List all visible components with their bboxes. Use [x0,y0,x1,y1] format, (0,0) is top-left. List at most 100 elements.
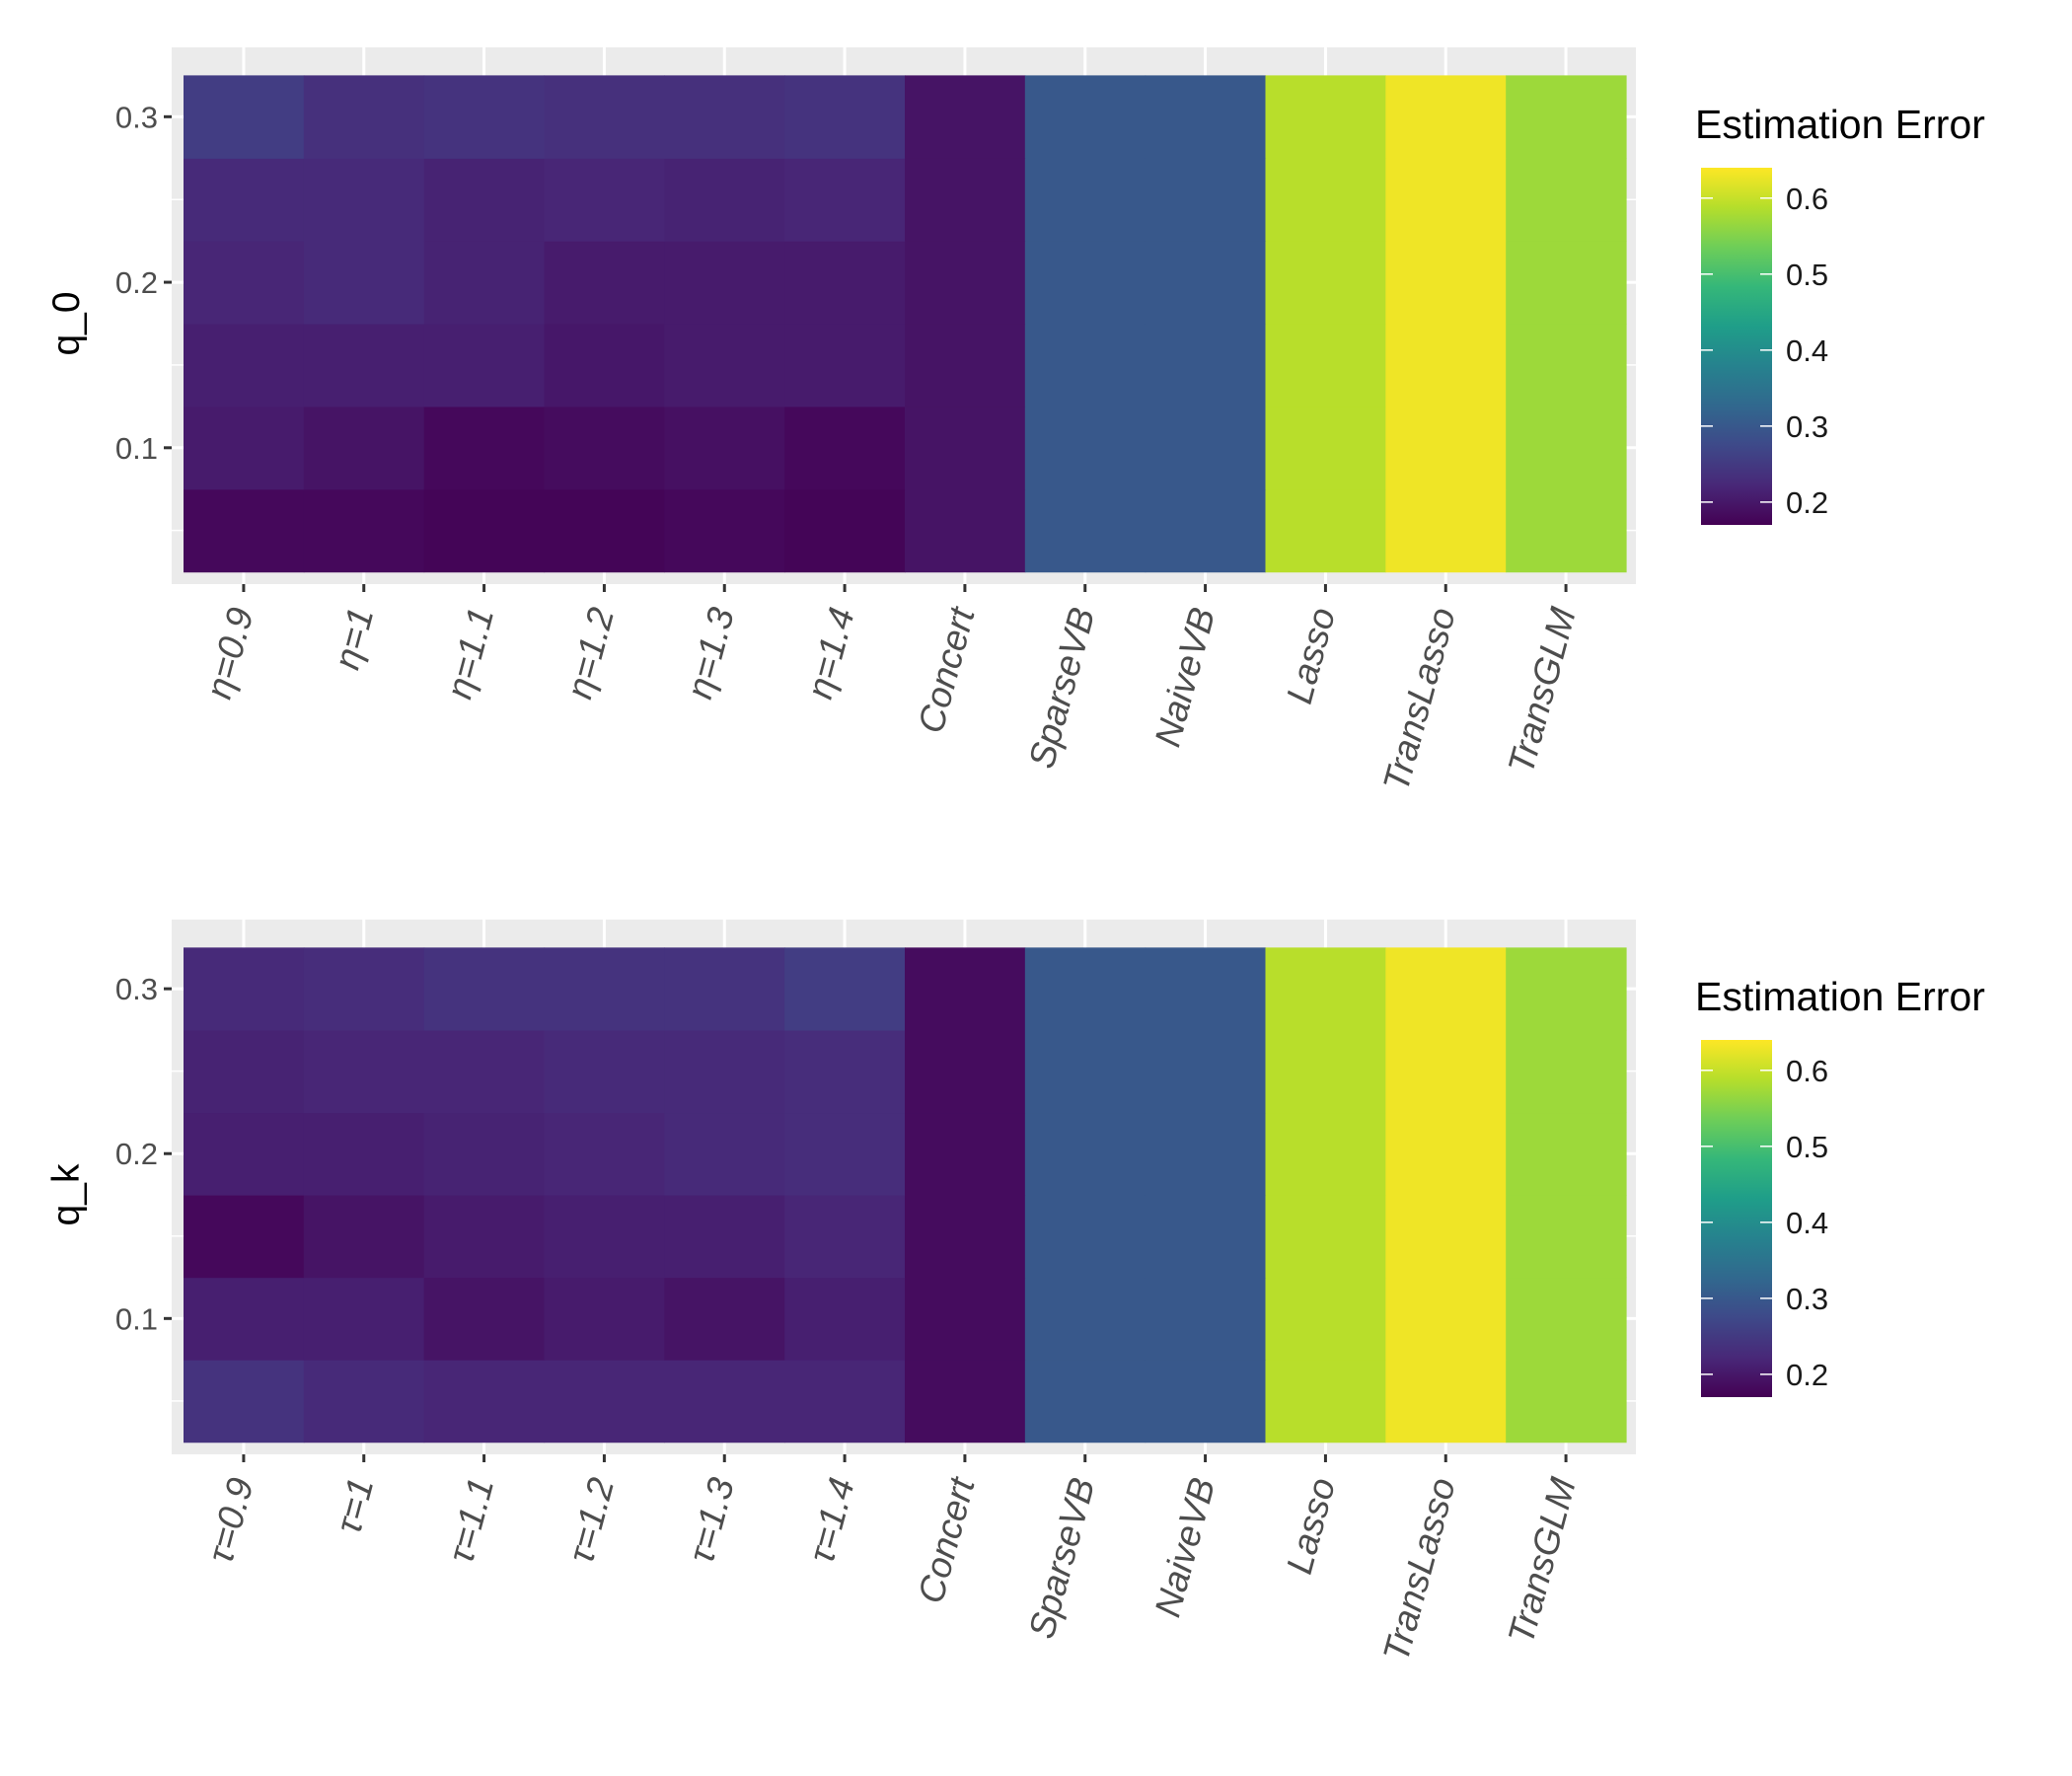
heatmap-cell [1506,1029,1627,1114]
legend-tick-label: 0.5 [1786,258,1828,292]
heatmap-cell [1385,241,1507,325]
heatmap-cell [1145,1195,1267,1279]
heatmap-cell [1145,488,1267,573]
x-tick-label: τ=1.1 [440,1473,501,1567]
x-tick-label: η=1.1 [438,603,501,703]
heatmap-cell [1265,947,1386,1031]
heatmap-cell [784,406,906,490]
heatmap-cell [1506,324,1627,407]
heatmap-cell [905,947,1026,1031]
heatmap-cell [1385,488,1507,573]
y-tick-label: 0.3 [115,100,158,134]
heatmap-cell [1506,158,1627,242]
heatmap-cell [1024,1029,1147,1114]
heatmap-cell [544,241,665,325]
x-tick-label: η=1.3 [679,603,742,703]
heatmap-cell [664,1112,785,1196]
heatmap-cell [184,1029,305,1114]
heatmap-cell [184,406,305,490]
heatmap-cell [905,406,1026,490]
y-tick-label: 0.3 [115,972,158,1006]
heatmap-cell [1145,1029,1267,1114]
heatmap-cell [303,1112,425,1196]
heatmap-cell [544,75,665,159]
heatmap-cell [784,1195,906,1279]
heatmap-cell [184,1360,305,1443]
heatmap-cell [303,488,425,573]
heatmap-cell [184,241,305,325]
x-tick-label: SparseVB [1021,603,1103,773]
x-tick-label: τ=1.2 [560,1473,622,1567]
x-tick-label: η=1.2 [558,603,622,703]
legend-tick-label: 0.6 [1786,182,1828,216]
heatmap-cell [1506,488,1627,573]
heatmap-cell [184,947,305,1031]
heatmap-cell [544,324,665,407]
y-axis-title: q_0 [45,291,88,355]
heatmap-cell [423,158,546,242]
heatmap-cell [1024,406,1147,490]
legend: Estimation Error 0.2 0.3 0.4 0.5 0.6 [1695,974,1985,1397]
heatmap-cell [303,1029,425,1114]
heatmap-cell [664,75,785,159]
heatmap-cell [423,75,546,159]
heatmap-cell [1024,1195,1147,1279]
heatmap-cell [784,1360,906,1443]
heatmap-cell [1145,75,1267,159]
heatmap-cell [905,241,1026,325]
heatmap-cell [1265,1029,1386,1114]
heatmap-cell [303,947,425,1031]
heatmap-cell [303,406,425,490]
heatmap-cell [905,158,1026,242]
heatmap-cell [544,158,665,242]
heatmap-cell [1024,324,1147,407]
heatmap-cell [303,1277,425,1361]
heatmap-cell [1385,947,1507,1031]
y-tick-label: 0.2 [115,265,158,300]
heatmap-cell [1265,1195,1386,1279]
heatmap-cell [664,158,785,242]
heatmap-cell [1145,947,1267,1031]
heatmap-tiles [184,947,1627,1443]
x-tick-label: Lasso [1279,603,1343,707]
legend-tick-label: 0.2 [1786,485,1828,520]
heatmap-cell [1385,324,1507,407]
heatmap-cell [303,75,425,159]
legend-title: Estimation Error [1695,102,1985,147]
heatmap-cell [664,1360,785,1443]
heatmap-cell [1265,324,1386,407]
heatmap-cell [184,324,305,407]
heatmap-cell [423,947,546,1031]
heatmap-panel-2: 0.1 0.2 0.3 q_k τ=0.9 τ=1 τ=1.1 τ=1.2 τ=1.3 τ=1.4… [45,920,1985,1665]
heatmap-cell [664,324,785,407]
heatmap-cell [905,75,1026,159]
x-tick-label: TransLasso [1375,1473,1463,1665]
x-tick-label: TransGLM [1501,603,1584,777]
heatmap-cell [1024,1277,1147,1361]
heatmap-cell [1024,241,1147,325]
heatmap-cell [1506,406,1627,490]
heatmap-tiles [184,75,1627,573]
heatmap-cell [1385,406,1507,490]
y-tick-label: 0.2 [115,1137,158,1171]
heatmap-cell [544,1195,665,1279]
x-tick-label: Lasso [1279,1473,1343,1578]
heatmap-cell [905,1195,1026,1279]
heatmap-cell [664,241,785,325]
heatmap-cell [1385,1277,1507,1361]
heatmap-cell [664,488,785,573]
heatmap-cell [544,1029,665,1114]
heatmap-cell [664,1195,785,1279]
heatmap-cell [1385,1029,1507,1114]
heatmap-cell [1145,1277,1267,1361]
heatmap-cell [1506,1112,1627,1196]
heatmap-cell [905,1360,1026,1443]
heatmap-cell [184,1112,305,1196]
legend-tick-label: 0.6 [1786,1054,1828,1088]
heatmap-cell [423,324,546,407]
heatmap-cell [784,488,906,573]
legend: Estimation Error 0.2 0.3 0.4 0.5 0.6 [1695,102,1985,525]
heatmap-cell [1506,1360,1627,1443]
heatmap-cell [1024,158,1147,242]
heatmap-cell [303,158,425,242]
